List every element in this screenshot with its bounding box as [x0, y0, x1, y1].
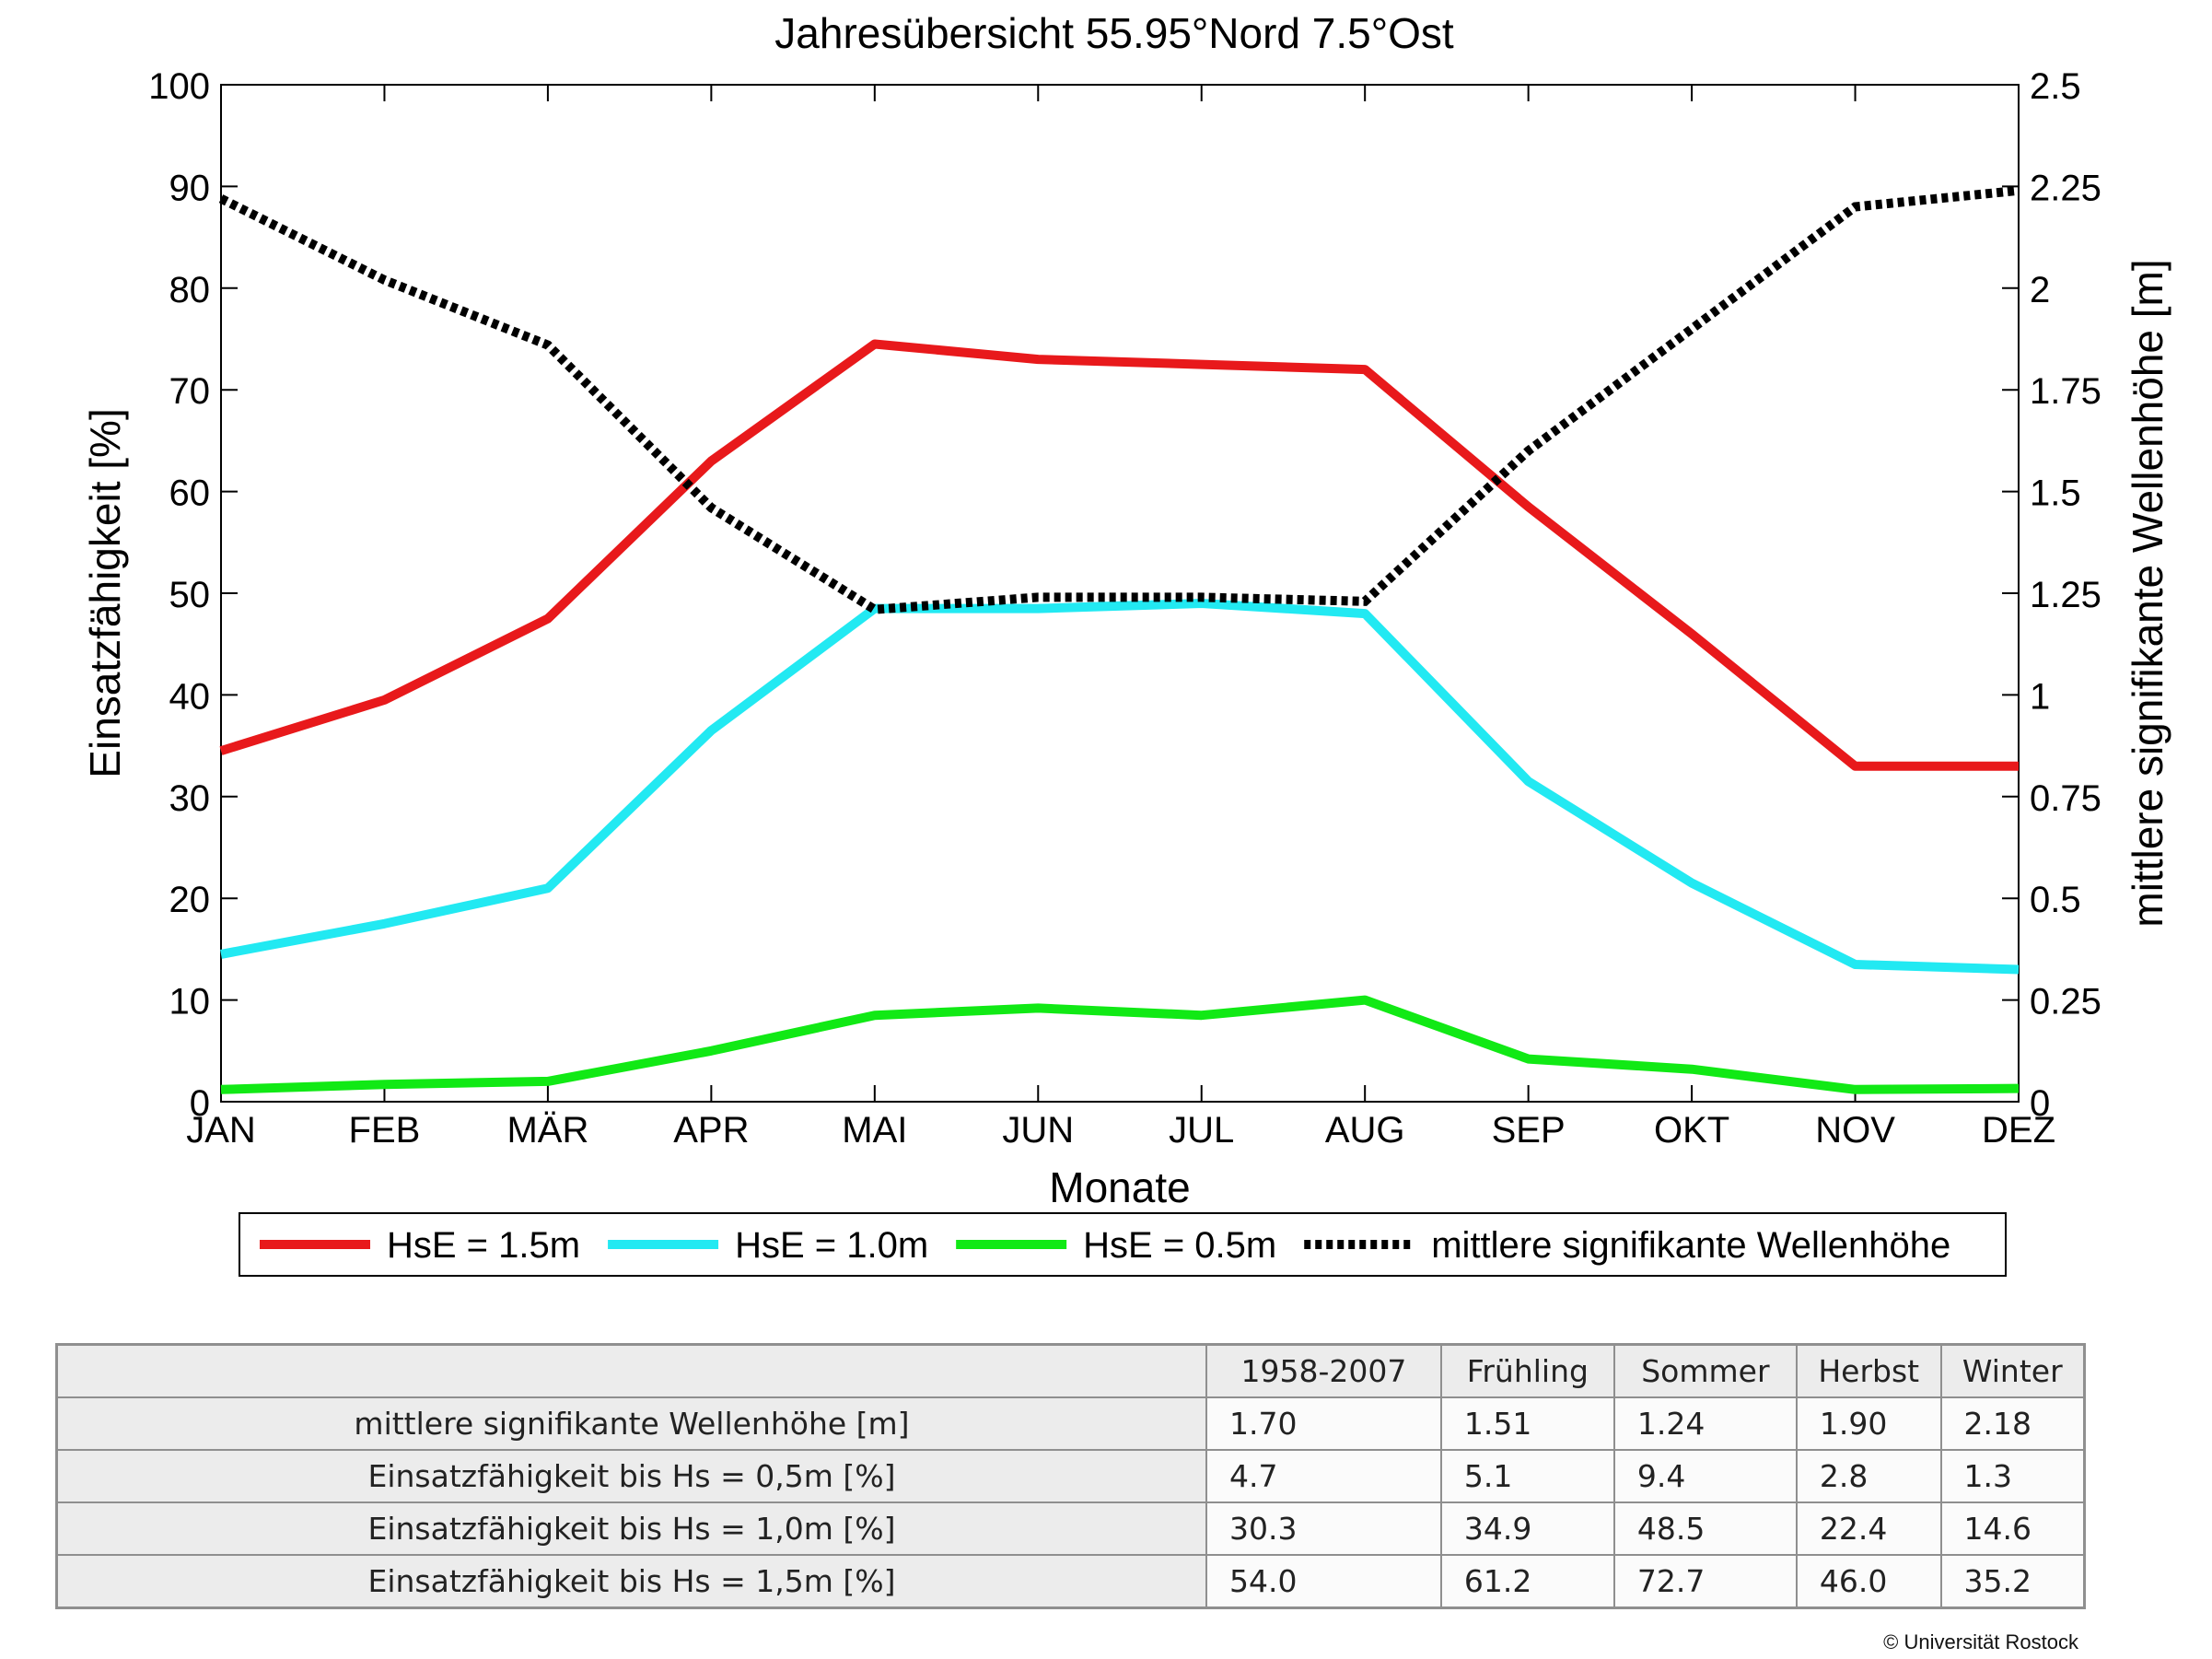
y-tick-label: 70: [169, 371, 211, 412]
y-tick-label: 20: [169, 880, 211, 920]
x-tick-label: JUL: [1169, 1110, 1234, 1151]
chart-title: Jahresübersicht 55.95°Nord 7.5°Ost: [774, 9, 1454, 57]
statistics-table: 1958-2007 Frühling Sommer Herbst Winter …: [55, 1343, 2086, 1609]
series-line-2: [220, 599, 2020, 975]
series-line-3: [220, 995, 2020, 1094]
x-tick-label: OKT: [1654, 1110, 1729, 1151]
x-tick-label: APR: [673, 1110, 749, 1151]
y2-tick-label: 0.25: [2030, 982, 2101, 1022]
axis-ticks: 0 10 20 30 40 50 60 70 80 90 100 0 0.25 0.5 0.75 1 1.25 1…: [148, 66, 2101, 1151]
table-cell: 46.0: [1795, 1554, 1942, 1609]
y2-axis-label: mittlere signifikante Wellenhöhe [m]: [2124, 259, 2171, 927]
y2-tick-label: 0.5: [2030, 880, 2081, 920]
table-cell: 72.7: [1612, 1554, 1798, 1609]
table-cell: 1.90: [1795, 1396, 1942, 1451]
y-tick-label: 0: [190, 1083, 210, 1124]
x-tick-label: SEP: [1492, 1110, 1566, 1151]
table-row: Einsatzfähigkeit bis Hs = 1,5m [%] 54.0 …: [55, 1554, 2086, 1609]
series-layer: [218, 185, 2020, 1094]
table-cell: 61.2: [1439, 1554, 1615, 1609]
table-cell: 34.9: [1439, 1501, 1615, 1556]
row-label: Einsatzfähigkeit bis Hs = 1,5m [%]: [55, 1554, 1207, 1609]
y-tick-label: 30: [169, 778, 211, 819]
table-cell: 48.5: [1612, 1501, 1798, 1556]
x-tick-label: JAN: [186, 1110, 256, 1151]
table-row: Einsatzfähigkeit bis Hs = 1,0m [%] 30.3 …: [55, 1501, 2086, 1556]
table-cell: 35.2: [1939, 1554, 2086, 1609]
y2-tick-label: 1.25: [2030, 575, 2101, 615]
y-tick-label: 100: [148, 66, 210, 107]
y-tick-label: 50: [169, 575, 211, 615]
column-header: Frühling: [1439, 1343, 1615, 1398]
column-header: Winter: [1939, 1343, 2086, 1398]
column-header: Sommer: [1612, 1343, 1798, 1398]
plot-frame: [220, 84, 2020, 1103]
y-tick-label: 40: [169, 676, 211, 717]
table-cell: 54.0: [1205, 1554, 1442, 1609]
column-header: Herbst: [1795, 1343, 1942, 1398]
legend-label-4: mittlere signifikante Wellenhöhe: [1431, 1225, 1950, 1266]
y2-tick-label: 1: [2030, 676, 2050, 717]
x-tick-label: MAI: [842, 1110, 907, 1151]
y2-tick-label: 1.75: [2030, 371, 2101, 412]
legend-label-3: HsE = 0.5m: [1083, 1225, 1276, 1266]
x-tick-label: AUG: [1325, 1110, 1405, 1151]
x-tick-label: NOV: [1815, 1110, 1895, 1151]
y2-tick-label: 2.25: [2030, 168, 2101, 208]
x-tick-label: FEB: [349, 1110, 421, 1151]
y2-tick-label: 2: [2030, 270, 2050, 310]
table-cell: 22.4: [1795, 1501, 1942, 1556]
table-header-row: 1958-2007 Frühling Sommer Herbst Winter: [55, 1343, 2086, 1398]
series-line-1: [219, 339, 2019, 771]
x-tick-label: JUN: [1002, 1110, 1074, 1151]
row-label: mittlere signifikante Wellenhöhe [m]: [55, 1396, 1207, 1451]
legend-label-1: HsE = 1.5m: [387, 1225, 580, 1266]
x-axis-label: Monate: [1049, 1163, 1190, 1211]
table-cell: 1.51: [1439, 1396, 1615, 1451]
legend-label-2: HsE = 1.0m: [735, 1225, 928, 1266]
table-row: Einsatzfähigkeit bis Hs = 0,5m [%] 4.7 5…: [55, 1449, 2086, 1503]
table-cell: 5.1: [1439, 1449, 1615, 1503]
table-cell: 14.6: [1939, 1501, 2086, 1556]
table-cell: 2.8: [1795, 1449, 1942, 1503]
table-cell: 4.7: [1205, 1449, 1442, 1503]
series-line-4: [218, 185, 2020, 614]
y-tick-label: 90: [169, 168, 211, 208]
y2-tick-label: 0: [2030, 1083, 2050, 1124]
y-tick-label: 10: [169, 982, 211, 1022]
y2-tick-label: 1.5: [2030, 473, 2081, 514]
table-corner-cell: [55, 1343, 1207, 1398]
y2-tick-label: 2.5: [2030, 66, 2081, 107]
column-header: 1958-2007: [1205, 1343, 1442, 1398]
table-cell: 1.70: [1205, 1396, 1442, 1451]
copyright-notice: © Universität Rostock: [1883, 1630, 2078, 1653]
y-tick-label: 80: [169, 270, 211, 310]
x-tick-label: DEZ: [1982, 1110, 2055, 1151]
table-cell: 1.3: [1939, 1449, 2086, 1503]
row-label: Einsatzfähigkeit bis Hs = 1,0m [%]: [55, 1501, 1207, 1556]
y-axis-label: Einsatzfähigkeit [%]: [81, 408, 129, 777]
table-cell: 9.4: [1612, 1449, 1798, 1503]
table-row: mittlere signifikante Wellenhöhe [m] 1.7…: [55, 1396, 2086, 1451]
table-cell: 2.18: [1939, 1396, 2086, 1451]
y-tick-label: 60: [169, 473, 211, 514]
y2-tick-label: 0.75: [2030, 778, 2101, 819]
row-label: Einsatzfähigkeit bis Hs = 0,5m [%]: [55, 1449, 1207, 1503]
table-cell: 30.3: [1205, 1501, 1442, 1556]
table-cell: 1.24: [1612, 1396, 1798, 1451]
legend: HsE = 1.5m HsE = 1.0m HsE = 0.5m mittlere s…: [239, 1212, 2007, 1277]
line-chart: Jahresübersicht 55.95°Nord 7.5°Ost 01020…: [81, 9, 2171, 1277]
legend-box: [239, 1212, 2007, 1277]
x-tick-label: MÄR: [506, 1110, 588, 1151]
